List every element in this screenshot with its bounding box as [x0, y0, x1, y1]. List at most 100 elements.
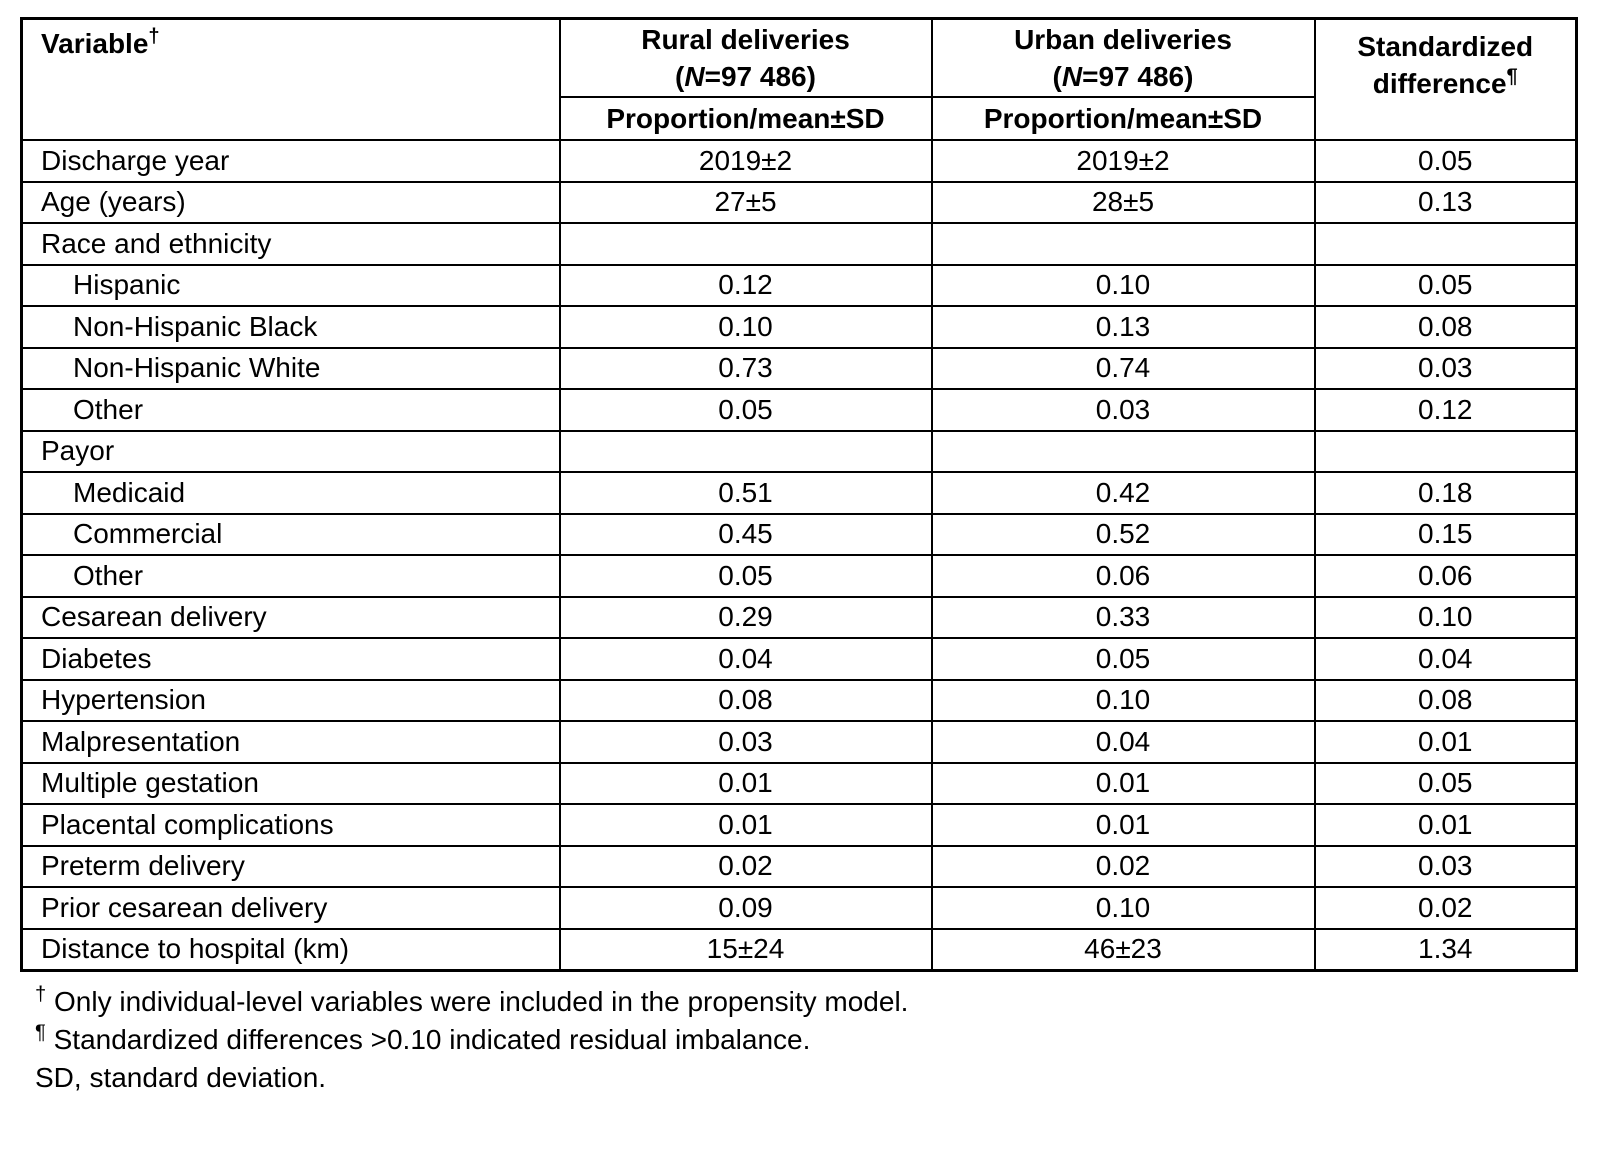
- cell-rural-value: 15±24: [558, 927, 933, 971]
- footnote-sd-abbreviation-text: SD, standard deviation.: [35, 1061, 327, 1093]
- cell-urban-value: 0.04: [930, 720, 1316, 764]
- footnotes: † Only individual-level variables were i…: [35, 983, 1600, 1097]
- urban-n-symbol: N: [1061, 61, 1083, 92]
- cell-urban-value: 0.13: [930, 305, 1316, 349]
- cell-variable: Non-Hispanic Black: [20, 305, 561, 349]
- cell-variable: Race and ethnicity: [20, 222, 561, 266]
- cell-standardized-difference: 0.01: [1313, 803, 1578, 847]
- cell-standardized-difference: [1313, 429, 1578, 473]
- cell-variable: Hypertension: [20, 678, 561, 722]
- variable-label: Age (years): [41, 186, 186, 218]
- variable-label: Distance to hospital (km): [41, 933, 350, 964]
- footnote-propensity-model-text: Only individual-level variables were inc…: [54, 985, 909, 1017]
- table-row: Diabetes 0.04 0.05 0.04: [20, 637, 1578, 681]
- cell-rural-value: 0.09: [558, 886, 933, 930]
- dagger-icon: †: [35, 983, 47, 1006]
- table-row: Malpresentation 0.03 0.04 0.01: [20, 720, 1578, 764]
- cell-urban-value: [930, 429, 1316, 473]
- table-row: Non-Hispanic White 0.73 0.74 0.03: [20, 346, 1578, 390]
- rural-n-symbol: N: [684, 61, 705, 92]
- column-header-standardized-difference: Standardized difference¶: [1313, 17, 1578, 141]
- variable-label: Preterm delivery: [41, 850, 245, 882]
- cell-standardized-difference: 0.06: [1313, 554, 1578, 598]
- urban-n-value: =97 486): [1082, 61, 1194, 92]
- cell-urban-value: [930, 222, 1316, 266]
- cell-urban-value: 0.06: [930, 554, 1316, 598]
- cell-rural-value: 0.12: [558, 263, 933, 307]
- cell-variable: Multiple gestation: [20, 761, 561, 805]
- cell-urban-value: 0.33: [930, 595, 1316, 639]
- cell-variable: Prior cesarean delivery: [20, 886, 561, 930]
- table-row: Payor: [20, 429, 1578, 473]
- subheader-urban-proportion: Proportion/mean±SD: [930, 96, 1316, 141]
- cell-rural-value: 0.29: [558, 595, 933, 639]
- variable-label: Multiple gestation: [41, 767, 259, 799]
- cell-variable: Distance to hospital (km): [20, 927, 561, 971]
- table-row: Commercial 0.45 0.52 0.15: [20, 512, 1578, 556]
- variable-label: Hispanic: [73, 269, 181, 301]
- footnote-standardized-differences: ¶ Standardized differences >0.10 indicat…: [35, 1021, 1600, 1059]
- variable-label: Race and ethnicity: [41, 227, 272, 259]
- variable-label: Diabetes: [41, 642, 152, 674]
- cell-rural-value: 0.01: [558, 803, 933, 847]
- cell-standardized-difference: 0.03: [1313, 844, 1578, 888]
- cell-rural-value: 0.04: [558, 637, 933, 681]
- cell-standardized-difference: 0.04: [1313, 637, 1578, 681]
- cell-rural-value: 27±5: [558, 180, 933, 224]
- pilcrow-icon: ¶: [35, 1021, 46, 1044]
- table-row: Preterm delivery 0.02 0.02 0.03: [20, 844, 1578, 888]
- cell-standardized-difference: 0.03: [1313, 346, 1578, 390]
- variable-label: Payor: [41, 435, 115, 467]
- cell-variable: Preterm delivery: [20, 844, 561, 888]
- urban-group-label: Urban deliveries: [1014, 24, 1232, 55]
- cell-urban-value: 0.10: [930, 678, 1316, 722]
- variable-label: Hypertension: [41, 684, 206, 716]
- variable-label: Prior cesarean delivery: [41, 891, 328, 923]
- table-row: Discharge year 2019±2 2019±2 0.05: [20, 139, 1578, 183]
- cell-urban-value: 0.01: [930, 761, 1316, 805]
- cell-standardized-difference: [1313, 222, 1578, 266]
- cell-standardized-difference: 0.18: [1313, 471, 1578, 515]
- table-row: Placental complications 0.01 0.01 0.01: [20, 803, 1578, 847]
- cell-variable: Other: [20, 388, 561, 432]
- cell-urban-value: 0.01: [930, 803, 1316, 847]
- table-header: Variable† Rural deliveries (N=97 486) Urb…: [20, 17, 1578, 141]
- cell-urban-value: 0.10: [930, 886, 1316, 930]
- header-row-groups: Variable† Rural deliveries (N=97 486) Urb…: [20, 17, 1578, 141]
- cell-variable: Discharge year: [20, 139, 561, 183]
- variable-label: Other: [73, 559, 144, 591]
- cell-standardized-difference: 0.02: [1313, 886, 1578, 930]
- cell-variable: Medicaid: [20, 471, 561, 515]
- subheader-rural-proportion: Proportion/mean±SD: [558, 96, 933, 141]
- cell-rural-value: [558, 429, 933, 473]
- cell-standardized-difference: 0.08: [1313, 678, 1578, 722]
- cell-standardized-difference: 0.15: [1313, 512, 1578, 556]
- cell-standardized-difference: 0.05: [1313, 761, 1578, 805]
- table-row: Other 0.05 0.06 0.06: [20, 554, 1578, 598]
- variable-label: Placental complications: [41, 808, 334, 840]
- cell-standardized-difference: 0.13: [1313, 180, 1578, 224]
- cell-variable: Placental complications: [20, 803, 561, 847]
- cell-urban-value: 0.74: [930, 346, 1316, 390]
- cell-rural-value: 0.05: [558, 388, 933, 432]
- variable-label: Other: [73, 393, 144, 425]
- cell-standardized-difference: 0.05: [1313, 263, 1578, 307]
- table-body: Discharge year 2019±2 2019±2 0.05 Age (y…: [20, 139, 1578, 971]
- std-diff-label-line1: Standardized: [1357, 31, 1534, 62]
- cell-urban-value: 0.42: [930, 471, 1316, 515]
- cell-rural-value: 0.45: [558, 512, 933, 556]
- variable-label: Medicaid: [73, 476, 186, 508]
- column-header-variable-label: Variable: [41, 28, 149, 59]
- cell-urban-value: 46±23: [930, 927, 1316, 971]
- column-header-urban: Urban deliveries (N=97 486): [930, 17, 1316, 98]
- cell-rural-value: 0.03: [558, 720, 933, 764]
- rural-n-open: (: [675, 61, 685, 92]
- cell-standardized-difference: 0.08: [1313, 305, 1578, 349]
- cell-urban-value: 0.05: [930, 637, 1316, 681]
- cell-variable: Age (years): [20, 180, 561, 224]
- variable-label: Cesarean delivery: [41, 601, 267, 633]
- cell-rural-value: 0.51: [558, 471, 933, 515]
- table-row: Distance to hospital (km) 15±24 46±23 1.…: [20, 927, 1578, 971]
- cell-standardized-difference: 0.12: [1313, 388, 1578, 432]
